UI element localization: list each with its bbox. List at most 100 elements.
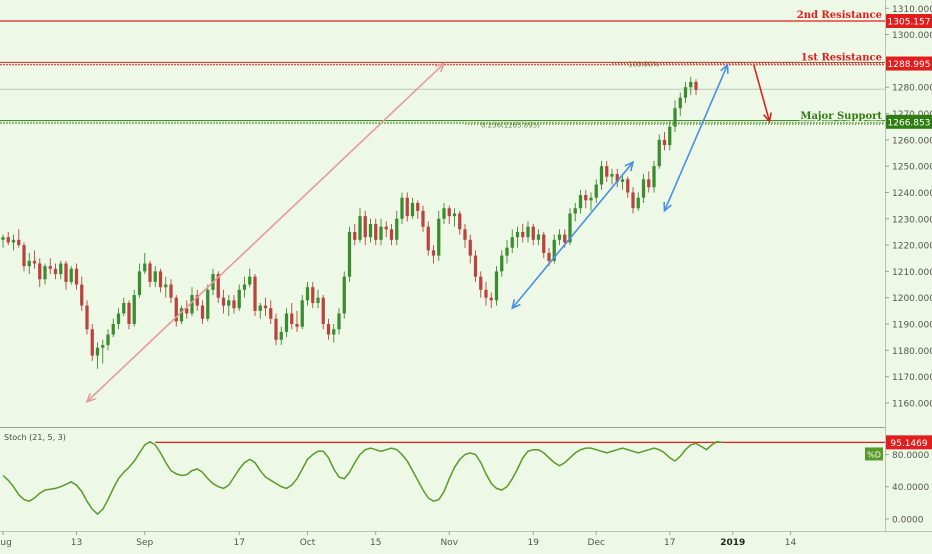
candle-body [185,308,189,314]
candle-body [573,208,577,214]
candle-body [17,239,21,246]
level-price-badge [886,56,932,71]
candle-body [153,271,157,282]
candle-body [515,231,520,238]
candle-body [148,263,152,282]
candle-body [237,289,241,309]
level-price-text: 1266.853 [888,118,931,128]
candle-body [111,324,115,335]
candle-body [442,208,446,219]
candle-body [410,202,415,217]
candle-body [253,276,257,311]
trend-arrow-line [511,161,634,309]
stoch-level-text: 95.1469 [890,439,927,449]
level-price-text: 1288.995 [888,60,931,70]
trend-arrowhead-start [663,201,672,213]
candle-body [137,271,142,296]
level-label: 2nd Resistance [797,10,882,21]
support-resistance-lines[interactable] [0,20,885,124]
level-price-badge [886,14,932,29]
trend-arrows[interactable] [85,62,772,403]
candle-body [505,247,509,256]
candle-body [521,231,525,238]
candle-body [636,197,640,209]
candle-body [127,302,131,325]
candle-body [11,239,16,243]
candle-body [179,308,184,322]
candle-body [526,226,530,238]
candle-body [242,284,247,290]
time-tick-label: 19 [528,538,540,548]
price-tick-label: 1260.000 [892,136,932,146]
candle-body [269,308,273,319]
candle-body [300,300,304,327]
time-tick-label: 13 [71,538,82,548]
candle-body [64,263,68,282]
candle-body [568,213,572,243]
candle-body [284,313,289,332]
candle-body [379,226,383,240]
price-tick-label: 1160.000 [892,399,932,409]
trend-arrowhead [720,63,729,74]
candle-body [279,331,283,340]
price-tick-label: 1200.000 [892,294,932,304]
level-price-badge [886,114,932,129]
candle-body [316,297,320,303]
stoch-tick-label: 40.0000 [892,483,929,493]
time-tick-label: 14 [785,538,797,548]
candle-body [305,287,310,301]
time-tick-label: Oct [300,538,316,548]
level-price-text: 1305.157 [888,18,931,28]
candle-body [158,271,163,288]
candle-body [489,297,493,301]
candle-body [358,216,362,240]
candle-body [53,268,58,275]
candle-body [437,218,441,256]
candle-body [673,108,677,127]
trend-arrowhead [624,160,635,172]
candle-body [174,297,178,322]
price-tick-label: 1230.000 [892,215,932,225]
candle-body [43,266,47,280]
candle-body [290,313,294,325]
candle-body [95,347,100,356]
time-axis[interactable]: Aug 13 Sep 17 Oct 15 Nov 19 Dec 17 2019 14 [0,531,796,548]
candle-body [468,239,472,256]
candle-body [295,324,299,327]
stoch-tick-label: 0.0000 [892,515,924,525]
candle-body [641,179,646,198]
candle-body [190,295,194,314]
price-axis[interactable]: 1160.000 1170.000 1180.000 1190.000 1200.000… [885,5,932,410]
candle-body [32,260,37,264]
stoch-line [2,440,723,516]
trend-arrow-line [752,64,771,122]
candle-body [27,260,31,267]
price-axis-column [885,0,932,550]
candle-body [536,234,541,240]
candle-body [122,302,126,314]
candle-body [195,295,199,306]
candle-body [694,81,698,90]
stoch-indicator-label[interactable]: Stoch (21, 5, 3) [4,433,66,442]
time-tick-label: 17 [234,538,245,548]
candle-body [400,197,404,219]
candle-body [458,213,462,230]
stoch-d-badge [865,447,883,461]
trend-arrow-line [86,62,445,403]
candle-body [473,255,478,277]
stochastic-pane: 0.0000 40.0000 80.0000 95.1469 %D [2,435,932,525]
level-label: Major Support [800,111,882,122]
candle-body [263,305,268,309]
candle-body [90,329,94,356]
candle-body [463,229,467,240]
candle-body [101,345,105,348]
candle-body [594,184,598,198]
candle-body [69,268,73,282]
candle-body [1,237,5,240]
candle-body [416,202,420,211]
candle-body [479,276,483,290]
candle-body [452,213,457,217]
candle-body [494,271,499,301]
